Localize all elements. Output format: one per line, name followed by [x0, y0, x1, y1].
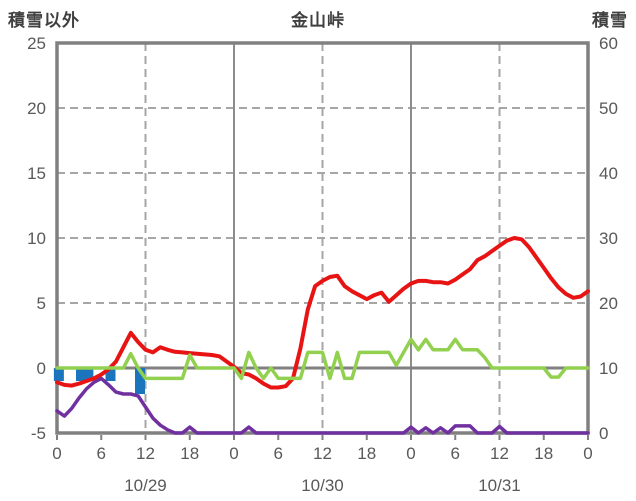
precip-bar [135, 368, 145, 394]
x-tick-label: 0 [583, 444, 592, 463]
x-tick-label: 6 [97, 444, 106, 463]
x-tick-label: 18 [357, 444, 376, 463]
green-line-series [55, 337, 590, 381]
date-label: 10/31 [478, 476, 521, 495]
y-right-tick-label: 0 [599, 424, 608, 443]
x-tick-label: 12 [313, 444, 332, 463]
x-tick-label: 12 [490, 444, 509, 463]
x-tick-label: 12 [136, 444, 155, 463]
y-right-tick-label: 20 [599, 294, 618, 313]
y-right-tick-label: 10 [599, 359, 618, 378]
y-left-tick-label: -5 [31, 424, 46, 443]
left-axis-title: 積雪以外 [8, 11, 80, 30]
red-line-series [55, 236, 590, 390]
x-tick-label: 0 [406, 444, 415, 463]
y-left-tick-label: 0 [37, 359, 46, 378]
y-right-tick-label: 30 [599, 229, 618, 248]
y-left-tick-label: 15 [27, 164, 46, 183]
precip-bar [53, 368, 64, 381]
x-tick-label: 18 [534, 444, 553, 463]
precip-bar [105, 368, 116, 381]
x-tick-label: 6 [274, 444, 283, 463]
y-left-tick-label: 5 [37, 294, 46, 313]
y-left-tick-label: 20 [27, 99, 46, 118]
right-axis-title: 積雪 [592, 11, 628, 30]
precip-bar [76, 368, 86, 381]
x-tick-label: 0 [52, 444, 61, 463]
x-tick-label: 6 [451, 444, 460, 463]
chart-title: 金山峠 [291, 11, 345, 30]
date-label: 10/30 [301, 476, 344, 495]
y-right-tick-label: 50 [599, 99, 618, 118]
purple-line-series [55, 376, 590, 435]
date-label: 10/29 [124, 476, 167, 495]
precip-bar [83, 368, 94, 381]
y-right-tick-label: 60 [599, 34, 618, 53]
y-left-tick-label: 10 [27, 229, 46, 248]
y-left-tick-label: 25 [27, 34, 46, 53]
y-right-tick-label: 40 [599, 164, 618, 183]
x-tick-label: 18 [180, 444, 199, 463]
x-tick-label: 0 [229, 444, 238, 463]
